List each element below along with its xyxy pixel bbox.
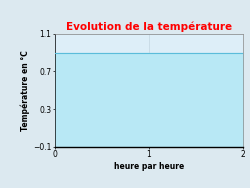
X-axis label: heure par heure: heure par heure xyxy=(114,162,184,171)
Y-axis label: Température en °C: Température en °C xyxy=(21,50,30,131)
Title: Evolution de la température: Evolution de la température xyxy=(66,21,232,32)
